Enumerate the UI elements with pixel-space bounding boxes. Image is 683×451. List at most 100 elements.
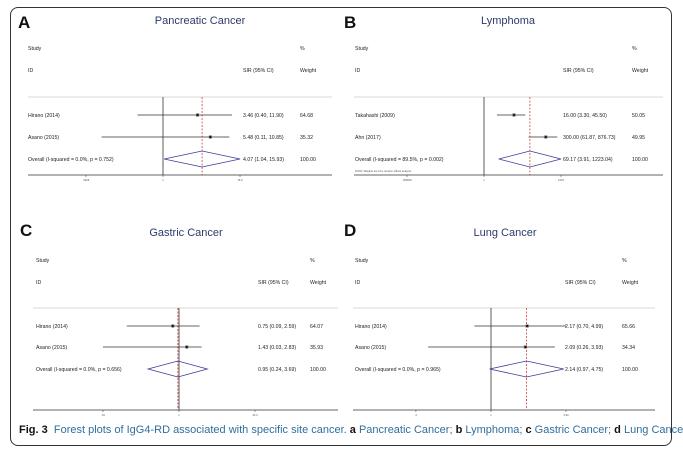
- panel-d-title: Lung Cancer: [474, 227, 537, 239]
- panel-b-header-id: ID: [355, 68, 360, 74]
- caption-text: Forest plots of IgG4-RD associated with …: [53, 424, 347, 436]
- panel-b-header-effect: SIR (95% CI): [563, 68, 594, 74]
- panel-a-tick-label-2: 15.9: [237, 178, 243, 182]
- panel-b-study-1-weight: 49.95: [632, 135, 645, 141]
- panel-a-tick-label-0: .0628: [83, 178, 90, 182]
- panel-b-overall-diamond: [498, 150, 562, 168]
- panel-b-study-0-point: [513, 114, 515, 116]
- panel-d-study-1-weight: 34.34: [622, 345, 635, 351]
- panel-d-overall-diamond: [489, 360, 564, 378]
- panel-d-letter: D: [344, 221, 356, 240]
- panel-a-letter: A: [18, 13, 30, 32]
- panel-a-title: Pancreatic Cancer: [155, 15, 246, 27]
- panel-d-header-weight: Weight: [622, 280, 639, 286]
- panel-b-study-1-sir: 300.00 (61.87, 876.73): [563, 135, 616, 141]
- panel-c-tick-label-1: 1: [178, 413, 180, 417]
- caption-label: Fig. 3: [19, 424, 48, 436]
- panel-d-study-0-weight: 65.66: [622, 324, 635, 330]
- panel-b-tick-label-2: 1223: [558, 178, 564, 182]
- panel-a-header-study: Study: [28, 46, 42, 52]
- panel-d-study-1-point: [524, 346, 527, 348]
- caption-part-a: Pancreatic Cancer;: [358, 424, 453, 436]
- panel-c-letter: C: [20, 221, 32, 240]
- panel-a-tick-label-1: 1: [162, 178, 164, 182]
- panel-c-title: Gastric Cancer: [149, 227, 223, 239]
- panel-a-header-id: ID: [28, 68, 33, 74]
- panel-b-note: NOTE: Weights are from random effects an…: [355, 169, 412, 173]
- panel-a-overall-name: Overall (I-squared = 0.0%, p = 0.752): [28, 157, 114, 163]
- panel-b-letter: B: [344, 13, 356, 32]
- panel-c-study-1-weight: 35.93: [310, 345, 323, 351]
- panel-a-overall-diamond: [164, 150, 241, 168]
- panel-a-overall-sir: 4.07 (1.04, 15.93): [243, 157, 284, 163]
- panel-a-header-effect: SIR (95% CI): [243, 68, 274, 74]
- panel-b-tick-label-0: .000818: [402, 178, 412, 182]
- panel-a-study-1-name: Asano (2015): [28, 135, 59, 141]
- panel-c-study-1-point: [185, 346, 188, 348]
- panel-c-study-1-name: Asano (2015): [36, 345, 67, 351]
- panel-c-tick-label-2: 33.3: [252, 413, 258, 417]
- panel-d-overall-weight: 100.00: [622, 367, 638, 373]
- panel-a-study-0-point: [196, 114, 199, 116]
- panel-a-study-0-weight: 64.68: [300, 113, 313, 119]
- panel-c-header-pct: %: [310, 258, 315, 264]
- panel-c-overall-weight: 100.00: [310, 367, 326, 373]
- panel-d-study-1-sir: 2.09 (0.26, 3.93): [565, 345, 603, 351]
- panel-d-header-study: Study: [355, 258, 369, 264]
- panel-d-tick-label-2: 4.99: [563, 413, 569, 417]
- panel-c-overall-name: Overall (I-squared = 0.0%, p = 0.656): [36, 367, 122, 373]
- panel-c-header-study: Study: [36, 258, 50, 264]
- panel-a-header-weight: Weight: [300, 68, 317, 74]
- caption-letter-d: d: [614, 424, 621, 436]
- panel-a-study-0-sir: 3.46 (0.40, 11.90): [243, 113, 284, 119]
- figure-caption: Fig. 3 Forest plots of IgG4-RD associate…: [19, 424, 683, 436]
- panel-b-header-weight: Weight: [632, 68, 649, 74]
- panel-b-overall-sir: 69.17 (3.91, 1223.04): [563, 157, 613, 163]
- panel-b-header-study: Study: [355, 46, 369, 52]
- panel-a-header-pct: %: [300, 46, 305, 52]
- panel-d-study-0-sir: 2.17 (0.70, 4.99): [565, 324, 603, 330]
- panel-d-study-1-name: Asano (2015): [355, 345, 386, 351]
- panel-d-study-0-name: Hirano (2014): [355, 324, 387, 330]
- panel-c-study-0-weight: 64.07: [310, 324, 323, 330]
- panel-b-study-0-sir: 16.00 (3.30, 45.50): [563, 113, 607, 119]
- caption-letter-b: b: [455, 424, 463, 436]
- panel-c-study-1-sir: 1.43 (0.03, 2.83): [258, 345, 296, 351]
- panel-c-header-weight: Weight: [310, 280, 327, 286]
- panel-d-tick-label-1: 1: [490, 413, 492, 417]
- panel-a-study-0-name: Hirano (2014): [28, 113, 60, 119]
- panel-d-tick-label-0: .2: [415, 413, 418, 417]
- panel-d-header-effect: SIR (95% CI): [565, 280, 596, 286]
- panel-b-study-0-name: Takahashi (2009): [355, 113, 395, 119]
- panel-d-overall-name: Overall (I-squared = 0.0%, p = 0.965): [355, 367, 441, 373]
- panel-d-header-id: ID: [355, 280, 360, 286]
- panel-c-header-id: ID: [36, 280, 41, 286]
- panel-b-study-0-weight: 50.05: [632, 113, 645, 119]
- panel-b-overall-name: Overall (I-squared = 89.5%, p = 0.002): [355, 157, 444, 163]
- panel-b-header-pct: %: [632, 46, 637, 52]
- panel-c-study-0-name: Hirano (2014): [36, 324, 68, 330]
- panel-a-study-1-weight: 35.32: [300, 135, 313, 141]
- caption-part-b: Lymphoma;: [465, 424, 523, 436]
- figure-frame: [10, 7, 672, 446]
- panel-b-title: Lymphoma: [481, 15, 536, 27]
- panel-d-overall-sir: 2.14 (0.97, 4.75): [565, 367, 603, 373]
- panel-a-study-1-point: [209, 136, 212, 138]
- caption-part-d: Lung Cancer: [623, 424, 683, 436]
- caption-letter-c: c: [525, 424, 532, 436]
- panel-c-overall-diamond: [146, 360, 209, 378]
- caption-part-c: Gastric Cancer;: [534, 424, 612, 436]
- caption-letter-a: a: [349, 424, 356, 436]
- panel-c-study-0-point: [171, 325, 174, 327]
- panel-c-header-effect: SIR (95% CI): [258, 280, 289, 286]
- panel-d-header-pct: %: [622, 258, 627, 264]
- panel-a-overall-weight: 100.00: [300, 157, 316, 163]
- panel-c-study-0-sir: 0.75 (0.09, 2.59): [258, 324, 296, 330]
- panel-b-overall-weight: 100.00: [632, 157, 648, 163]
- panel-d-study-0-point: [526, 325, 529, 327]
- panel-b-study-1-point: [544, 136, 547, 138]
- panel-b-study-1-name: Ahn (2017): [355, 135, 381, 141]
- panel-c-overall-sir: 0.95 (0.24, 3.69): [258, 367, 296, 373]
- panel-b-tick-label-1: 1: [483, 178, 485, 182]
